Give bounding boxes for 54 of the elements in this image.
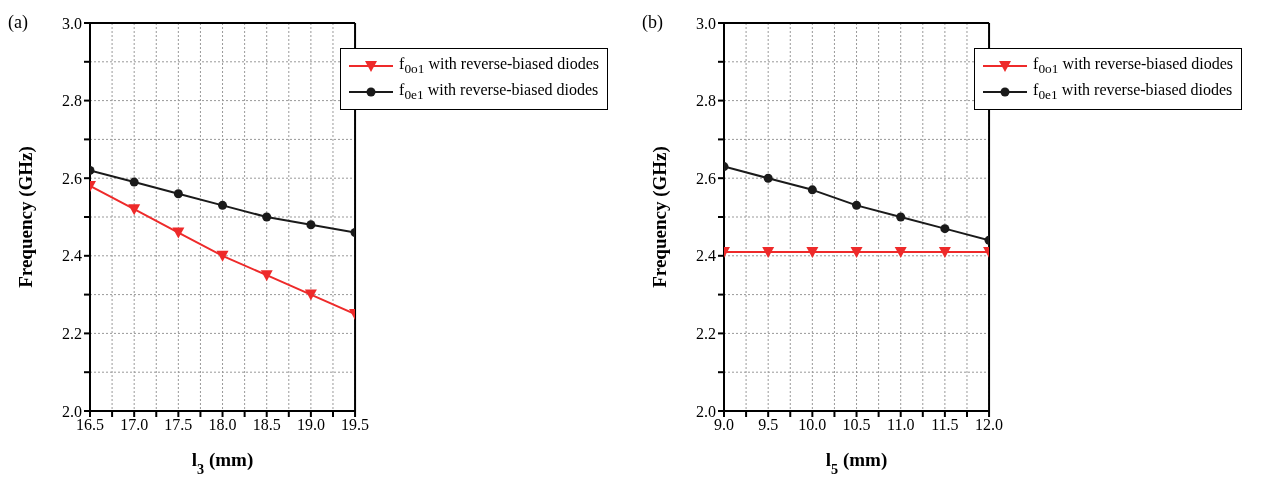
point: [129, 177, 139, 187]
x-tick-label: 18.0: [208, 416, 237, 434]
x-tick-label: 17.0: [120, 416, 149, 434]
legend-label: f$_{0e1}$ with reverse-biased diodes: [399, 80, 599, 104]
y-tick-label: 2.4: [696, 247, 716, 265]
y-tick-label: 2.8: [696, 92, 716, 110]
x-tick-label: 19.0: [296, 416, 325, 434]
x-tick-label: 9.5: [758, 416, 779, 434]
x-tick-label: 11.5: [931, 416, 959, 434]
legend-label: f$_{0o1}$ with reverse-biased diodes: [1033, 54, 1233, 78]
point: [807, 185, 817, 195]
point: [173, 189, 183, 199]
point: [852, 200, 862, 210]
chart-title: (b): [642, 12, 663, 33]
point: [306, 220, 316, 230]
point: [763, 173, 773, 183]
y-tick-label: 3.0: [696, 14, 716, 32]
y-tick-label: 2.4: [62, 247, 82, 265]
y-tick-label: 2.2: [696, 325, 716, 343]
x-tick-label: 9.0: [714, 416, 734, 434]
x-tick-label: 11.0: [887, 416, 915, 434]
y-tick-label: 2.2: [62, 325, 82, 343]
y-tick-label: 2.6: [62, 169, 82, 187]
y-tick-label: 3.0: [62, 14, 82, 32]
point: [262, 212, 272, 222]
x-axis-title: l$_{3}$ (mm): [191, 449, 254, 477]
point: [850, 246, 863, 258]
x-tick-label: 10.0: [798, 416, 827, 434]
point: [894, 246, 907, 258]
y-tick-label: 2.6: [696, 169, 716, 187]
y-tick-label: 2.8: [62, 92, 82, 110]
y-tick-label: 2.0: [696, 402, 716, 420]
y-axis-title: Frequency (GHz): [649, 146, 671, 288]
chart-title: (a): [8, 12, 28, 33]
x-tick-label: 12.0: [975, 416, 1004, 434]
point: [896, 212, 906, 222]
legend-label: f$_{0o1}$ with reverse-biased diodes: [399, 54, 599, 78]
point: [128, 204, 141, 216]
x-tick-label: 10.5: [842, 416, 871, 434]
point: [216, 250, 229, 262]
point: [260, 270, 273, 282]
point: [938, 246, 951, 258]
x-tick-label: 17.5: [164, 416, 193, 434]
legend-label: f$_{0e1}$ with reverse-biased diodes: [1033, 80, 1233, 104]
point: [940, 224, 950, 234]
x-axis-title: l$_{5}$ (mm): [825, 449, 888, 477]
y-axis-title: Frequency (GHz): [15, 146, 37, 288]
point: [806, 246, 819, 258]
x-tick-label: 18.5: [252, 416, 281, 434]
point: [172, 227, 185, 239]
x-tick-label: 19.5: [341, 416, 370, 434]
point: [218, 200, 228, 210]
point: [304, 289, 317, 301]
point: [762, 246, 775, 258]
